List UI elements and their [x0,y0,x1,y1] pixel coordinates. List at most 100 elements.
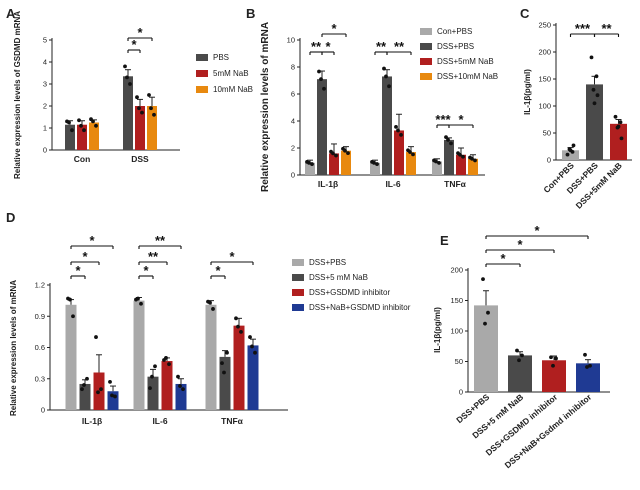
a-bar [123,76,133,150]
a-data-point [123,64,127,69]
c-sig-label: ** [601,21,612,36]
b-data-point [394,124,398,129]
d-y-tick-label: 0.6 [35,343,45,352]
b-bar [305,162,315,175]
a-bar [77,124,87,150]
e-y-tick-label: 200 [450,266,463,275]
a-y-tick-label: 1 [43,124,47,133]
d-bar [65,304,77,410]
b-y-tick-label: 2 [291,144,295,153]
d-data-point [82,383,86,387]
a-legend-swatch [196,86,208,93]
d-data-point [96,390,100,395]
a-category-label: Con [74,154,91,164]
b-data-point [307,160,311,165]
d-legend-label: DSS+GSDMD inhibitor [309,288,390,297]
a-bar [89,122,99,150]
a-legend-label: 10mM NaB [213,85,253,94]
b-bar [406,152,416,175]
e-bar [474,305,498,392]
b-data-point [411,152,415,157]
d-data-point [225,350,229,355]
d-bar [79,383,91,410]
b-bar [444,139,454,175]
d-data-point [136,296,140,301]
a-data-point [82,128,86,133]
d-legend-swatch [292,289,304,296]
b-legend-label: DSS+10mM NaB [437,72,498,81]
d-sig-label: * [215,263,221,278]
e-data-point [481,277,485,282]
b-sig-label: * [458,112,464,127]
e-data-point [583,352,587,357]
e-sig-label: * [534,223,540,238]
a-data-point [147,93,151,97]
d-legend-label: DSS+5 mM NaB [309,273,368,282]
d-data-point [164,356,168,360]
a-data-point [137,106,141,111]
c-data-point [595,93,600,98]
e-data-point [486,310,490,315]
d-data-point [176,374,180,379]
a-bar [147,106,157,150]
chart-a: 0 1 2 3 4 5 Con DSS Relative expression levels o… [13,11,253,179]
a-data-point [125,75,129,80]
d-data-point [220,361,224,366]
chart-b: 0 2 4 6 8 10 IL-1β IL-6 TNFα Relative expression … [260,21,498,192]
d-sig-label: * [143,263,149,278]
b-data-point [449,141,453,146]
d-bar [233,325,245,410]
b-data-point [408,150,412,154]
c-bar [610,123,627,160]
panel-label-c: C [520,6,530,21]
e-data-point [483,321,487,326]
b-y-tick-label: 8 [291,63,295,72]
d-data-point [68,297,72,302]
d-data-point [253,350,257,355]
panel-label-a: A [6,6,16,21]
c-bar [586,84,603,160]
b-bar [456,154,466,175]
a-bar [135,106,145,150]
panel-label-b: B [246,6,255,21]
c-sig-label: *** [575,21,591,36]
d-bar [133,300,145,410]
b-data-point [372,160,376,165]
c-data-point [592,101,597,106]
c-data-point [568,148,573,153]
a-data-point [94,123,98,128]
d-data-point [139,301,143,306]
c-data-point [594,74,599,79]
d-data-point [208,300,212,305]
a-legend-swatch [196,70,208,77]
a-y-axis-label: Relative expression levels of GSDMD mRNA [13,11,22,179]
c-y-tick-label: 250 [538,21,551,30]
d-data-point [178,384,182,388]
a-data-point [67,120,71,125]
b-bar [432,161,442,175]
e-y-tick-label: 150 [450,296,463,305]
d-bar [161,361,173,410]
a-data-point [70,128,74,133]
b-data-point [382,66,386,71]
d-data-point [108,379,112,384]
b-bar [329,153,339,175]
d-sig-label: ** [155,233,166,248]
d-data-point [222,370,226,375]
b-bar [341,150,351,175]
d-data-point [234,316,238,321]
a-sig-label: * [137,25,143,40]
b-y-axis-label: Relative expression levels of mRNA [260,22,271,192]
b-data-point [387,84,391,89]
b-data-point [317,69,321,74]
d-bar [247,345,259,410]
d-data-point [71,314,75,319]
d-sig-label: * [229,249,235,264]
a-y-tick-label: 0 [43,146,47,155]
a-y-tick-label: 2 [43,102,47,111]
b-sig-label: * [331,21,337,36]
b-data-point [470,156,474,161]
b-data-point [334,153,338,158]
d-legend-swatch [292,259,304,266]
d-sig-label: ** [148,249,159,264]
